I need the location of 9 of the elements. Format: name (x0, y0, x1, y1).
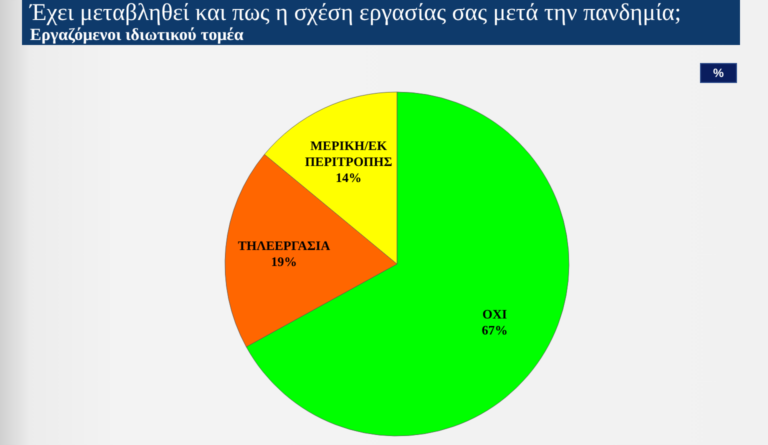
slice-label: ΟΧΙ (482, 306, 507, 322)
data-label: 67% (482, 322, 508, 338)
chart-title: Έχει μεταβληθεί και πως η σχέση εργασίας σας μετά την πανδημία; (30, 0, 682, 26)
text: % (700, 63, 737, 83)
slice-label: ΜΕΡΙΚΗ/ΕΚ ΠΕΡΙΤΡΟΠΗΣ (305, 138, 392, 169)
data-label: 14% (336, 170, 362, 185)
slice-label: ΤΗΛΕΕΡΓΑΣΙΑ (238, 238, 331, 253)
data-label: 19% (270, 254, 297, 269)
chart-subtitle: Εργαζόμενοι ιδιωτικού τομέα (30, 25, 244, 44)
